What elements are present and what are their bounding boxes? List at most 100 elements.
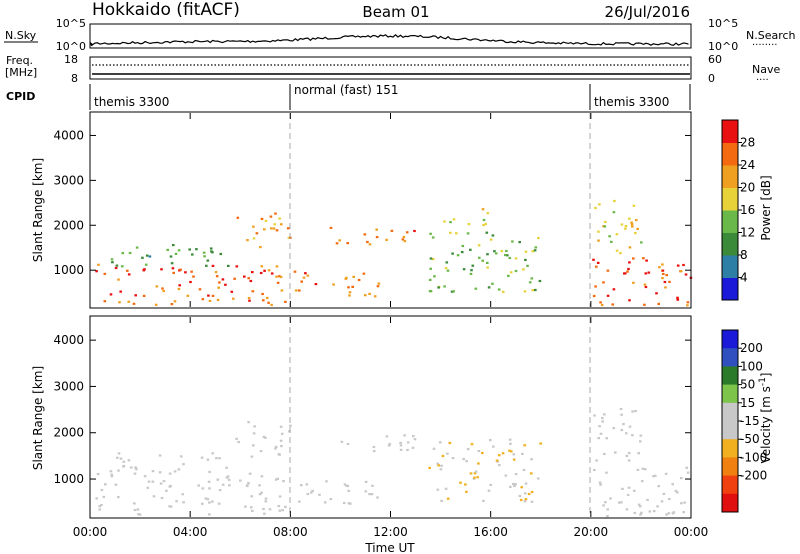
heatmap-cell — [437, 464, 440, 467]
heatmap-cell — [306, 274, 310, 277]
heatmap-cell — [523, 500, 527, 503]
heatmap-cell — [275, 275, 278, 278]
heatmap-cell — [648, 510, 652, 513]
heatmap-cell — [539, 442, 542, 445]
heatmap-cell — [667, 512, 671, 515]
heatmap-cell — [182, 463, 185, 466]
heatmap-cell — [665, 274, 668, 277]
heatmap-cell — [631, 410, 634, 413]
power-panel: 1000 2000 3000 4000 Slant Range [km] 4 8 12 16… — [31, 111, 773, 309]
heatmap-cell — [527, 492, 531, 496]
heatmap-cell — [643, 283, 647, 286]
heatmap-cell — [263, 228, 266, 231]
heatmap-cell — [191, 253, 194, 256]
heatmap-cell — [264, 436, 267, 439]
heatmap-cell — [679, 270, 683, 273]
colorbar-tick-label: 50 — [740, 378, 755, 392]
heatmap-cell — [615, 233, 619, 236]
heatmap-cell — [478, 256, 481, 259]
heatmap-cell — [513, 484, 516, 488]
heatmap-cell — [601, 417, 604, 420]
y-tick-label: 4000 — [53, 128, 84, 142]
heatmap-cell — [311, 489, 314, 492]
heatmap-cell — [686, 304, 689, 307]
heatmap-cell — [405, 231, 409, 234]
heatmap-cell — [114, 483, 118, 486]
heatmap-cell — [460, 251, 464, 254]
heatmap-cell — [166, 248, 169, 251]
heatmap-cell — [481, 451, 484, 455]
heatmap-cell — [592, 258, 595, 261]
heatmap-cell — [306, 492, 310, 496]
heatmap-cell — [632, 281, 635, 284]
heatmap-cell — [95, 270, 98, 273]
heatmap-cell — [146, 486, 150, 489]
heatmap-cell — [201, 298, 205, 301]
heatmap-cell — [274, 478, 278, 481]
nsearch-legend-line: ········ — [752, 40, 777, 51]
x-tick-label: 00:00 — [674, 525, 709, 539]
heatmap-cell — [508, 438, 512, 441]
heatmap-cell — [127, 273, 131, 276]
heatmap-cell — [251, 290, 255, 293]
heatmap-cell — [429, 290, 433, 293]
heatmap-cell — [206, 259, 210, 262]
heatmap-cell — [370, 493, 374, 496]
heatmap-cell — [684, 273, 688, 276]
heatmap-cell — [639, 440, 642, 443]
heatmap-cell — [364, 490, 368, 493]
heatmap-cell — [217, 286, 220, 289]
heatmap-cell — [284, 505, 287, 508]
heatmap-cell — [534, 288, 537, 292]
heatmap-cell — [658, 266, 661, 269]
heatmap-cell — [227, 478, 231, 481]
heatmap-cell — [189, 280, 192, 284]
heatmap-cell — [262, 435, 266, 438]
heatmap-cell — [612, 427, 616, 430]
heatmap-cell — [619, 252, 622, 255]
heatmap-cell — [638, 505, 642, 508]
heatmap-cell — [486, 253, 489, 256]
heatmap-cell — [640, 241, 643, 244]
heatmap-cell — [524, 250, 528, 253]
heatmap-cell — [385, 435, 389, 438]
heatmap-cell — [133, 508, 137, 512]
heatmap-cell — [368, 243, 372, 246]
heatmap-cell — [198, 288, 202, 291]
heatmap-cell — [597, 230, 600, 233]
heatmap-cell — [446, 269, 450, 272]
heatmap-cell — [168, 505, 171, 508]
heatmap-cell — [605, 471, 608, 474]
heatmap-cell — [274, 447, 277, 450]
heatmap-cell — [686, 471, 690, 474]
heatmap-cell — [501, 290, 505, 293]
heatmap-cell — [657, 302, 660, 305]
heatmap-cell — [486, 266, 489, 269]
heatmap-cell — [484, 222, 487, 226]
heatmap-cell — [251, 271, 254, 274]
heatmap-cell — [611, 303, 614, 306]
heatmap-cell — [346, 484, 350, 487]
heatmap-cell — [208, 513, 211, 516]
heatmap-cell — [640, 480, 644, 483]
heatmap-cell — [151, 480, 155, 483]
heatmap-cell — [628, 299, 631, 302]
heatmap-cell — [600, 303, 604, 307]
heatmap-cell — [134, 466, 137, 469]
heatmap-cell — [628, 425, 632, 428]
heatmap-cell — [619, 407, 623, 411]
heatmap-cell — [162, 289, 165, 293]
heatmap-cell — [190, 270, 193, 273]
heatmap-cell — [596, 261, 600, 264]
heatmap-cell — [462, 268, 466, 271]
heatmap-cell — [127, 300, 131, 303]
heatmap-cell — [148, 255, 152, 258]
heatmap-cell — [620, 223, 624, 226]
xaxis-label: Time UT — [364, 541, 415, 554]
heatmap-cell — [280, 289, 284, 292]
heatmap-cell — [644, 468, 647, 471]
heatmap-cell — [388, 442, 392, 446]
heatmap-cell — [372, 445, 376, 449]
heatmap-cell — [440, 499, 443, 502]
heatmap-cell — [623, 272, 626, 275]
